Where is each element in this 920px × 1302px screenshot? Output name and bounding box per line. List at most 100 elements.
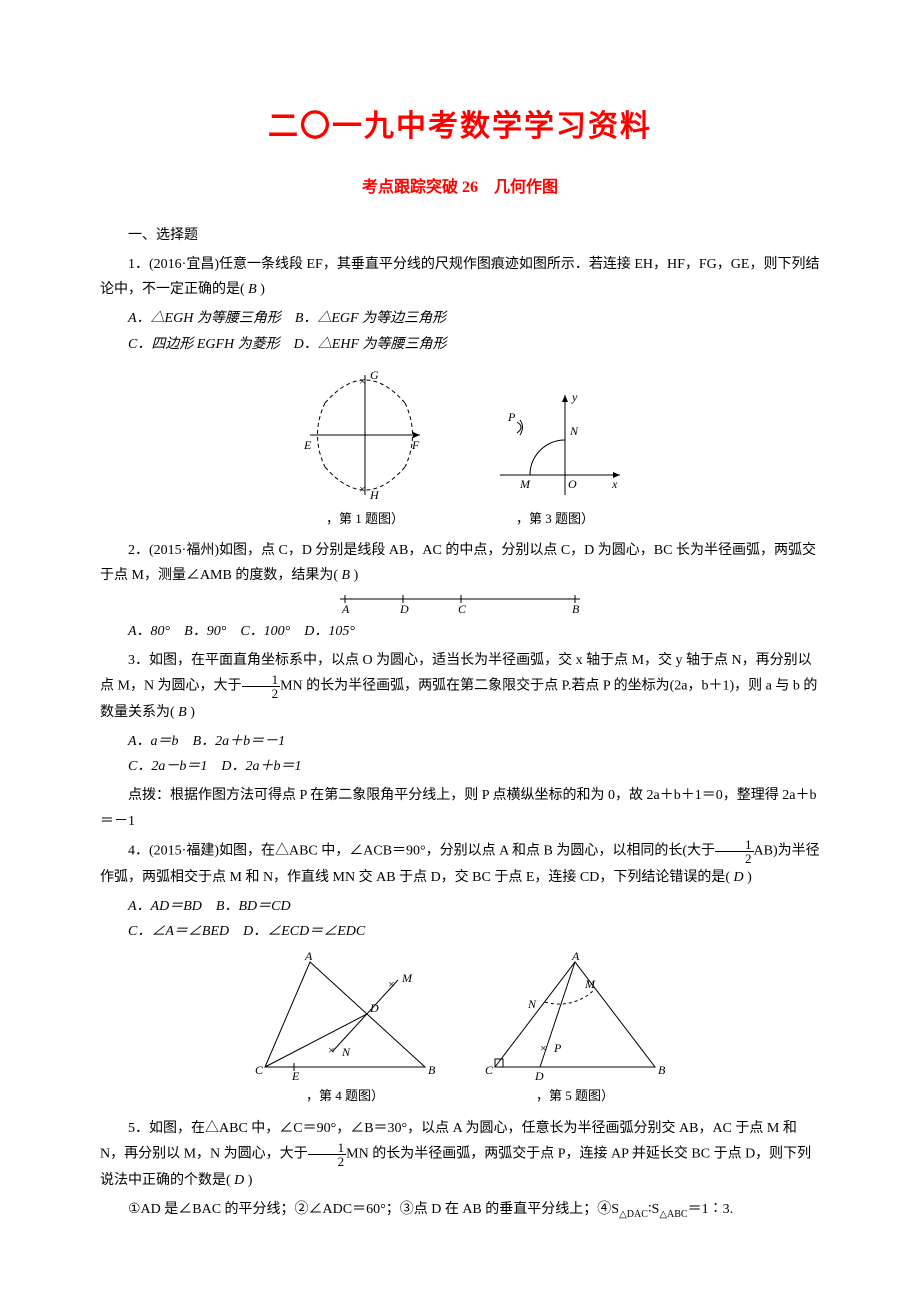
- q2-options: A．80° B．90° C．100° D．105°: [100, 619, 820, 644]
- q5-stem-3: ): [248, 1173, 253, 1188]
- sub-title: 考点跟踪突破 26 几何作图: [100, 174, 820, 203]
- q3-hint: 点拨：根据作图方法可得点 P 在第二象限角平分线上，则 P 点横纵坐标的和为 0…: [100, 783, 820, 833]
- svg-text:O: O: [568, 477, 577, 491]
- q3-optB: B．2a＋b＝－1: [193, 734, 286, 749]
- figure-1-svg: × × G H E F: [290, 365, 440, 505]
- q4-optC: C．∠A＝∠BED: [128, 924, 229, 939]
- q4-optD: D．∠ECD＝∠EDC: [243, 924, 365, 939]
- q5-answer: D: [231, 1173, 248, 1188]
- q3-frac-den: 2: [242, 687, 281, 700]
- q1-optD: D．△EHF 为等腰三角形: [294, 337, 447, 352]
- q4-frac-den: 2: [715, 852, 754, 865]
- q5-frac: 12: [308, 1141, 347, 1168]
- figure-4: × × A B C D E M N ，第 4 题图）: [250, 952, 440, 1107]
- q1-stem-1: 1．(2016·宜昌)任意一条线段 EF，其垂直平分线的尺规作图痕迹如图所示．若…: [100, 257, 819, 297]
- q3-optD: D．2a＋b＝1: [221, 759, 301, 774]
- svg-text:D: D: [369, 1001, 379, 1015]
- q1-optA: A．△EGH 为等腰三角形: [128, 311, 281, 326]
- question-4: 4．(2015·福建)如图，在△ABC 中，∠ACB＝90°，分别以点 A 和点…: [100, 838, 820, 890]
- svg-text:M: M: [519, 477, 531, 491]
- q3-options-row1: A．a＝b B．2a＋b＝－1: [100, 729, 820, 754]
- q1-optC: C．四边形 EGFH 为菱形: [128, 337, 280, 352]
- q1-options-row2: C．四边形 EGFH 为菱形 D．△EHF 为等腰三角形: [100, 332, 820, 357]
- svg-text:C: C: [485, 1063, 494, 1077]
- question-5: 5．如图，在△ABC 中，∠C＝90°，∠B＝30°，以点 A 为圆心，任意长为…: [100, 1116, 820, 1193]
- figure-1-caption: ，第 1 题图）: [326, 507, 404, 530]
- svg-text:×: ×: [328, 1043, 335, 1057]
- svg-text:E: E: [291, 1069, 300, 1082]
- svg-text:N: N: [569, 424, 579, 438]
- svg-text:N: N: [527, 997, 537, 1011]
- q5-line2-p3: ＝1∶3.: [688, 1202, 734, 1217]
- q2-optA: A．80°: [128, 624, 170, 639]
- svg-text:C: C: [458, 602, 467, 615]
- figure-3-caption: ，第 3 题图）: [516, 507, 594, 530]
- figure-3-svg: P N M O x y: [480, 385, 630, 505]
- q4-frac-num: 1: [715, 838, 754, 852]
- figure-q2-line: A D C B: [330, 593, 590, 615]
- svg-text:M: M: [401, 971, 413, 985]
- svg-text:P: P: [553, 1041, 562, 1055]
- q4-optA: A．AD＝BD: [128, 899, 202, 914]
- question-2: 2．(2015·福州)如图，点 C，D 分别是线段 AB，AC 的中点，分别以点…: [100, 538, 820, 588]
- q4-answer: D: [730, 870, 747, 885]
- figure-5-caption: ，第 5 题图）: [536, 1084, 614, 1107]
- svg-text:G: G: [370, 368, 379, 382]
- svg-text:D: D: [534, 1069, 544, 1082]
- section-header: 一、选择题: [100, 223, 820, 248]
- q3-stem-3: ): [190, 705, 195, 720]
- q4-frac: 12: [715, 838, 754, 865]
- svg-text:A: A: [571, 952, 580, 963]
- figure-5: × A B C D M N P ，第 5 题图）: [480, 952, 670, 1107]
- svg-text:M: M: [584, 977, 596, 991]
- figure-4-caption: ，第 4 题图）: [306, 1084, 384, 1107]
- q2-stem-2: ): [354, 568, 359, 583]
- q3-frac-num: 1: [242, 673, 281, 687]
- question-3: 3．如图，在平面直角坐标系中，以点 O 为圆心，适当长为半径画弧，交 x 轴于点…: [100, 648, 820, 725]
- svg-text:C: C: [255, 1063, 264, 1077]
- q5-line2-p2: ∶S: [648, 1202, 659, 1217]
- figure-5-svg: × A B C D M N P: [480, 952, 670, 1082]
- q2-optD: D．105°: [304, 624, 355, 639]
- figure-3: P N M O x y ，第 3 题图）: [480, 385, 630, 530]
- q3-answer: B: [175, 705, 191, 720]
- q2-optB: B．90°: [184, 624, 226, 639]
- svg-text:B: B: [428, 1063, 436, 1077]
- main-title: 二〇一九中考数学学习资料: [100, 100, 820, 154]
- q2-answer: B: [338, 568, 354, 583]
- svg-text:D: D: [399, 602, 409, 615]
- svg-text:F: F: [411, 438, 420, 452]
- q5-line2-p1: ①AD 是∠BAC 的平分线；②∠ADC＝60°；③点 D 在 AB 的垂直平分…: [128, 1202, 619, 1217]
- q3-optA: A．a＝b: [128, 734, 179, 749]
- q5-frac-den: 2: [308, 1155, 347, 1168]
- q4-options-row2: C．∠A＝∠BED D．∠ECD＝∠EDC: [100, 919, 820, 944]
- q1-options-row1: A．△EGH 为等腰三角形 B．△EGF 为等边三角形: [100, 306, 820, 331]
- figure-row-1-3: × × G H E F ，第 1 题图） P N M O x y ，第 3 题图…: [100, 365, 820, 530]
- q3-frac: 12: [242, 673, 281, 700]
- q4-optB: B．BD＝CD: [216, 899, 291, 914]
- svg-text:H: H: [369, 488, 380, 502]
- q1-answer: B: [245, 282, 261, 297]
- q5-frac-num: 1: [308, 1141, 347, 1155]
- figure-4-svg: × × A B C D E M N: [250, 952, 440, 1082]
- q4-options-row1: A．AD＝BD B．BD＝CD: [100, 894, 820, 919]
- q1-stem-2: ): [260, 282, 265, 297]
- svg-text:E: E: [303, 438, 312, 452]
- q5-line2: ①AD 是∠BAC 的平分线；②∠ADC＝60°；③点 D 在 AB 的垂直平分…: [100, 1197, 820, 1224]
- svg-text:P: P: [507, 410, 516, 424]
- svg-text:×: ×: [359, 374, 366, 388]
- q3-optC: C．2a－b＝1: [128, 759, 207, 774]
- q4-stem-1: 4．(2015·福建)如图，在△ABC 中，∠ACB＝90°，分别以点 A 和点…: [128, 844, 715, 859]
- q4-stem-3: ): [747, 870, 752, 885]
- svg-text:x: x: [611, 477, 618, 491]
- svg-text:B: B: [572, 602, 580, 615]
- figure-1: × × G H E F ，第 1 题图）: [290, 365, 440, 530]
- svg-text:×: ×: [359, 482, 366, 496]
- svg-text:N: N: [341, 1045, 351, 1059]
- svg-text:×: ×: [388, 977, 395, 991]
- svg-text:A: A: [304, 952, 313, 963]
- question-1: 1．(2016·宜昌)任意一条线段 EF，其垂直平分线的尺规作图痕迹如图所示．若…: [100, 252, 820, 302]
- q2-optC: C．100°: [240, 624, 290, 639]
- q2-stem-1: 2．(2015·福州)如图，点 C，D 分别是线段 AB，AC 的中点，分别以点…: [100, 543, 816, 583]
- svg-text:×: ×: [540, 1041, 547, 1055]
